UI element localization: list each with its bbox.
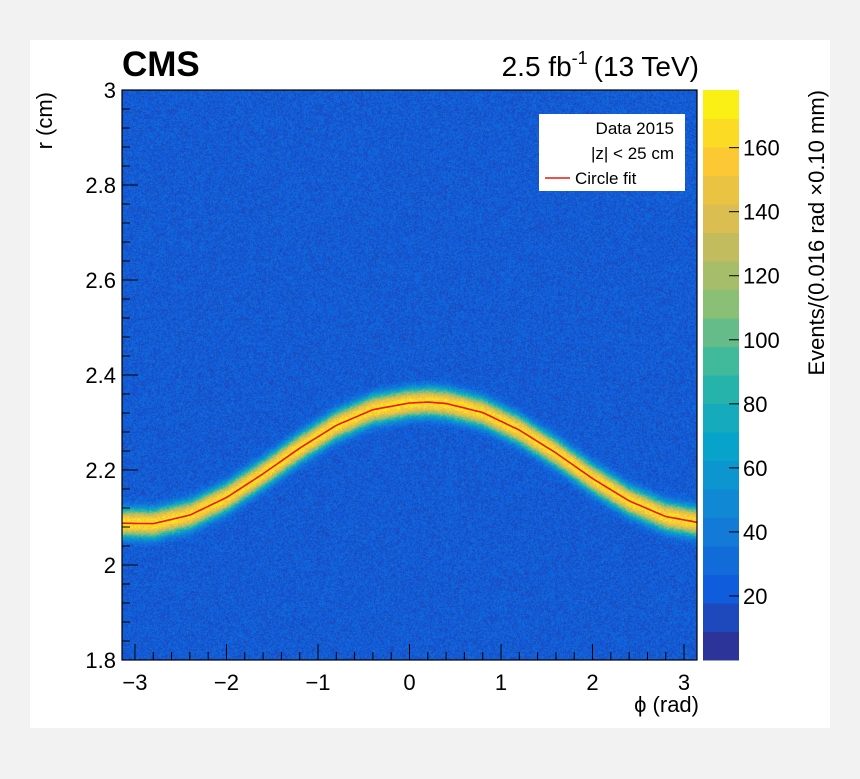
x-tick-label: −2 bbox=[214, 670, 239, 695]
colorbar: 20 40 60 80 100 120 140 160 bbox=[703, 90, 780, 661]
y-tick-label: 1.8 bbox=[85, 648, 116, 673]
legend: Data 2015 |z| < 25 cm Circle fit bbox=[539, 114, 685, 191]
colorbar-band bbox=[703, 232, 739, 262]
x-tick-label: −1 bbox=[305, 670, 330, 695]
y-tick-label: 2.2 bbox=[85, 458, 116, 483]
colorbar-bands bbox=[703, 90, 739, 661]
colorbar-tick-label: 120 bbox=[743, 264, 780, 289]
colorbar-tick-label: 140 bbox=[743, 200, 780, 225]
luminosity-label: 2.5 fb-1 (13 TeV) bbox=[502, 48, 699, 82]
y-tick-label: 3 bbox=[104, 78, 116, 103]
chart-svg: CMS 2.5 fb-1 (13 TeV) −3 −2 −1 0 1 2 3 1.8 2 2.2 2… bbox=[32, 45, 829, 717]
x-tick-label: 0 bbox=[403, 670, 415, 695]
x-tick-label: 3 bbox=[678, 670, 690, 695]
colorbar-tick-label: 100 bbox=[743, 328, 780, 353]
x-tick-label: −3 bbox=[122, 670, 147, 695]
experiment-label: CMS bbox=[122, 45, 200, 84]
colorbar-tick-label: 40 bbox=[743, 520, 767, 545]
y-axis-title: r (cm) bbox=[32, 92, 57, 149]
colorbar-band bbox=[703, 204, 739, 233]
colorbar-band bbox=[703, 489, 739, 518]
colorbar-band bbox=[703, 318, 739, 347]
x-axis-title: ϕ (rad) bbox=[634, 692, 699, 717]
figure: CMS 2.5 fb-1 (13 TeV) −3 −2 −1 0 1 2 3 1.8 2 2.2 2… bbox=[30, 40, 830, 728]
plot-frame bbox=[121, 89, 698, 661]
legend-entry-fit: Circle fit bbox=[575, 169, 637, 188]
colorbar-tick-label: 80 bbox=[743, 392, 767, 417]
x-tick-label: 2 bbox=[586, 670, 598, 695]
colorbar-band bbox=[703, 175, 739, 205]
colorbar-tick-label: 60 bbox=[743, 456, 767, 481]
luminosity-base: 2.5 fb bbox=[502, 51, 572, 82]
colorbar-tick-label: 20 bbox=[743, 584, 767, 609]
colorbar-band bbox=[703, 403, 739, 433]
y-tick-label: 2.6 bbox=[85, 268, 116, 293]
colorbar-band bbox=[703, 289, 739, 319]
luminosity-energy: (13 TeV) bbox=[594, 51, 699, 82]
y-tick-label: 2.4 bbox=[85, 363, 116, 388]
colorbar-band bbox=[703, 346, 739, 376]
colorbar-band bbox=[703, 432, 739, 461]
y-tick-label: 2 bbox=[104, 553, 116, 578]
colorbar-ticks: 20 40 60 80 100 120 140 160 bbox=[729, 136, 780, 609]
colorbar-band bbox=[703, 546, 739, 575]
colorbar-band bbox=[703, 460, 739, 490]
x-tick-label: 1 bbox=[495, 670, 507, 695]
colorbar-band bbox=[703, 375, 739, 404]
colorbar-title: Events/(0.016 rad ×0.10 mm) bbox=[804, 90, 829, 376]
colorbar-band bbox=[703, 90, 739, 119]
x-axis-ticks: −3 −2 −1 0 1 2 3 bbox=[122, 644, 690, 695]
legend-entry-data: Data 2015 bbox=[596, 119, 674, 138]
colorbar-band bbox=[703, 574, 739, 604]
legend-entry-z-cut: |z| < 25 cm bbox=[591, 144, 674, 163]
colorbar-tick-label: 160 bbox=[743, 136, 780, 161]
colorbar-band bbox=[703, 631, 739, 661]
colorbar-band bbox=[703, 147, 739, 176]
circle-fit-curve bbox=[122, 401, 698, 525]
plot-area: −3 −2 −1 0 1 2 3 1.8 2 2.2 2.4 2.6 2.8 3 Data 2015 |… bbox=[85, 78, 698, 695]
luminosity-exponent: -1 bbox=[572, 48, 588, 68]
y-tick-label: 2.8 bbox=[85, 173, 116, 198]
y-axis-ticks: 1.8 2 2.2 2.4 2.6 2.8 3 bbox=[85, 78, 138, 673]
colorbar-band bbox=[703, 603, 739, 632]
colorbar-band bbox=[703, 118, 739, 148]
